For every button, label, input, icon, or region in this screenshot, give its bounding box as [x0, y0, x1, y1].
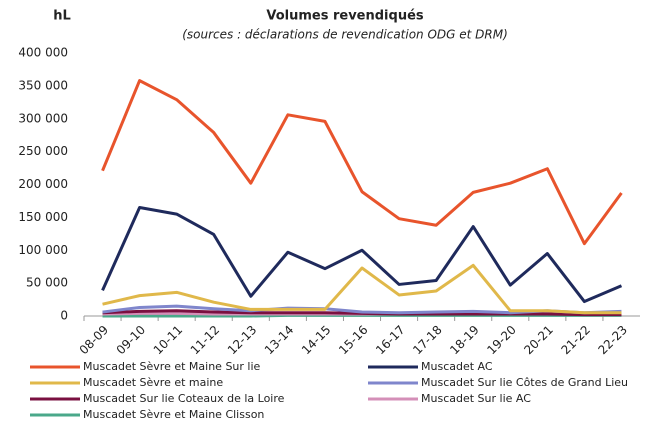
- x-tick-label: 20-21: [521, 323, 556, 358]
- y-axis-label: hL: [53, 9, 71, 24]
- x-tick-label: 22-23: [596, 323, 631, 358]
- legend-label: Muscadet Sur lie AC: [421, 392, 531, 405]
- series-line: [101, 206, 623, 304]
- x-tick-label: 21-22: [558, 323, 593, 358]
- x-tick-label: 18-19: [447, 323, 482, 358]
- legend-label: Muscadet Sur lie Côtes de Grand Lieu: [421, 376, 628, 389]
- y-tick-label: 300 000: [18, 111, 68, 125]
- x-tick-label: 14-15: [299, 323, 334, 358]
- legend-label: Muscadet AC: [421, 360, 493, 373]
- chart-title: Volumes revendiqués: [266, 9, 424, 24]
- x-tick-label: 13-14: [262, 323, 297, 358]
- x-tick-label: 12-13: [225, 323, 260, 358]
- chart-subtitle: (sources : déclarations de revendication…: [182, 28, 508, 42]
- y-tick-label: 350 000: [18, 78, 68, 92]
- y-tick-label: 50 000: [26, 276, 68, 290]
- x-tick-label: 15-16: [336, 323, 371, 358]
- x-tick-label: 08-09: [77, 323, 112, 358]
- legend-label: Muscadet Sèvre et Maine Clisson: [83, 408, 264, 421]
- x-tick-label: 19-20: [484, 323, 519, 358]
- y-tick-label: 400 000: [18, 46, 68, 60]
- legend-label: Muscadet Sèvre et maine: [83, 376, 223, 389]
- x-tick-label: 09-10: [114, 323, 149, 358]
- legend-label: Muscadet Sur lie Coteaux de la Loire: [83, 392, 285, 405]
- series-line: [102, 263, 622, 315]
- y-tick-label: 200 000: [18, 177, 68, 191]
- y-tick-label: 0: [60, 309, 68, 323]
- y-tick-label: 250 000: [18, 144, 68, 158]
- series-line: [101, 79, 623, 246]
- y-tick-label: 150 000: [18, 210, 68, 224]
- x-tick-label: 11-12: [188, 323, 223, 358]
- x-tick-label: 10-11: [151, 323, 186, 358]
- x-tick-label: 17-18: [410, 323, 445, 358]
- legend-label: Muscadet Sèvre et Maine Sur lie: [83, 360, 261, 373]
- x-tick-label: 16-17: [373, 323, 408, 358]
- y-tick-label: 100 000: [18, 243, 68, 257]
